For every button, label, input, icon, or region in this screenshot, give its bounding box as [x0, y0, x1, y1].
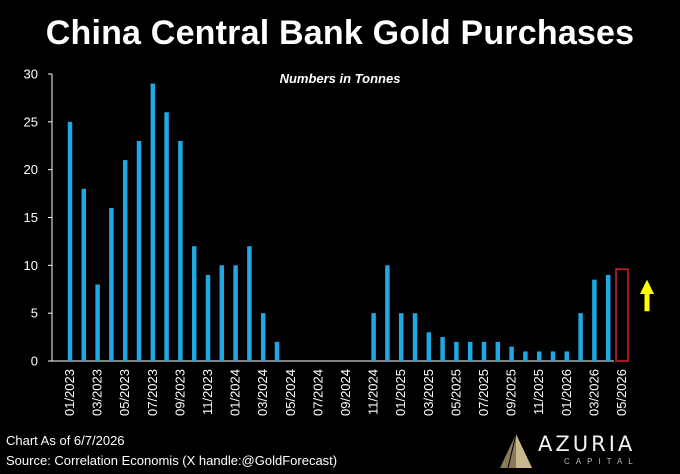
bar-01-2025	[398, 313, 404, 361]
bar-09-2023	[178, 140, 183, 361]
x-tick-label: 03/2024	[255, 369, 270, 416]
x-tick-label: 09/2023	[172, 369, 187, 416]
bar-02-2023	[81, 188, 87, 361]
x-tick-label: 01/2026	[559, 369, 574, 416]
x-tick-label: 11/2025	[531, 369, 546, 415]
y-tick-label: 15	[24, 210, 38, 225]
x-tick-label: 05/2024	[283, 369, 298, 416]
x-tick-label: 03/2026	[586, 369, 601, 416]
logo-subtitle: CAPITAL	[564, 457, 639, 466]
bar-10-2025	[523, 351, 528, 361]
bar-02-2026	[578, 313, 583, 361]
bar-05-2025	[454, 341, 459, 361]
x-tick-label: 05/2023	[117, 369, 132, 416]
bar-chart: 0 5 10 15 20 25 30 01/2023 03/2023 05/2023 07/2023…	[24, 67, 654, 416]
bar-06-2023	[136, 140, 142, 361]
x-tick-label: 07/2024	[310, 369, 325, 416]
x-tick-label: 07/2025	[476, 369, 491, 416]
bar-11-2024	[371, 313, 376, 361]
bar-12-2025	[550, 351, 556, 361]
x-tick-label: 01/2025	[393, 369, 408, 416]
bar-03-2023	[95, 284, 100, 361]
source-note: Source: Correlation Economis (X handle:@…	[6, 453, 338, 468]
bar-12-2023	[219, 265, 225, 361]
y-tick-label: 30	[24, 67, 38, 82]
y-tick-label: 5	[31, 306, 38, 321]
bar-04-2023	[109, 207, 114, 361]
x-tick-label: 03/2023	[90, 369, 105, 416]
logo-name: AZURIA	[538, 432, 636, 456]
bar-04-2026	[605, 274, 611, 361]
chart-date-note: Chart As of 6/7/2026	[6, 433, 125, 448]
bar-05-2023	[122, 160, 128, 361]
chart-subtitle: Numbers in Tonnes	[279, 71, 401, 86]
x-tick-label: 07/2023	[145, 369, 160, 416]
bar-10-2023	[191, 246, 197, 361]
bar-11-2025	[536, 351, 542, 361]
y-tick-label: 25	[24, 114, 38, 129]
bar-08-2023	[164, 112, 169, 362]
bar-12-2024	[385, 265, 390, 361]
bar-04-2025	[440, 337, 445, 361]
bar-07-2023	[150, 83, 156, 362]
chart-title: China Central Bank Gold Purchases	[45, 14, 635, 52]
y-tick-label: 20	[24, 162, 38, 177]
bar-03-2026	[592, 279, 597, 361]
bar-01-2026	[564, 351, 570, 361]
pyramid-logo-icon	[500, 433, 532, 469]
bar-01-2023	[67, 121, 73, 361]
azuria-logo: AZURIA CAPITAL	[498, 430, 658, 470]
bar-02-2025	[412, 313, 418, 361]
x-tick-label: 01/2024	[228, 369, 243, 416]
x-tick-label: 05/2026	[614, 369, 629, 416]
x-tick-label: 11/2024	[366, 369, 381, 415]
bar-06-2025	[467, 341, 473, 361]
bar-08-2025	[495, 341, 501, 361]
bar-03-2025	[426, 332, 432, 361]
y-tick-label: 0	[31, 354, 38, 369]
bar-11-2023	[205, 274, 211, 361]
up-arrow-icon	[640, 279, 654, 312]
x-tick-label: 11/2023	[200, 369, 215, 415]
bar-02-2024	[247, 246, 252, 361]
x-tick-label: 09/2024	[338, 369, 353, 416]
bar-04-2024	[274, 341, 280, 361]
x-tick-label: 03/2025	[421, 369, 436, 416]
x-tick-label: 05/2025	[448, 369, 463, 416]
x-tick-label: 09/2025	[504, 369, 519, 416]
bar-07-2025	[481, 341, 487, 361]
highlight-box	[615, 268, 629, 362]
bar-03-2024	[260, 313, 266, 361]
bar-01-2024	[233, 265, 238, 361]
bar-09-2025	[509, 346, 514, 361]
y-tick-label: 10	[24, 258, 38, 273]
x-tick-label: 01/2023	[62, 369, 77, 416]
